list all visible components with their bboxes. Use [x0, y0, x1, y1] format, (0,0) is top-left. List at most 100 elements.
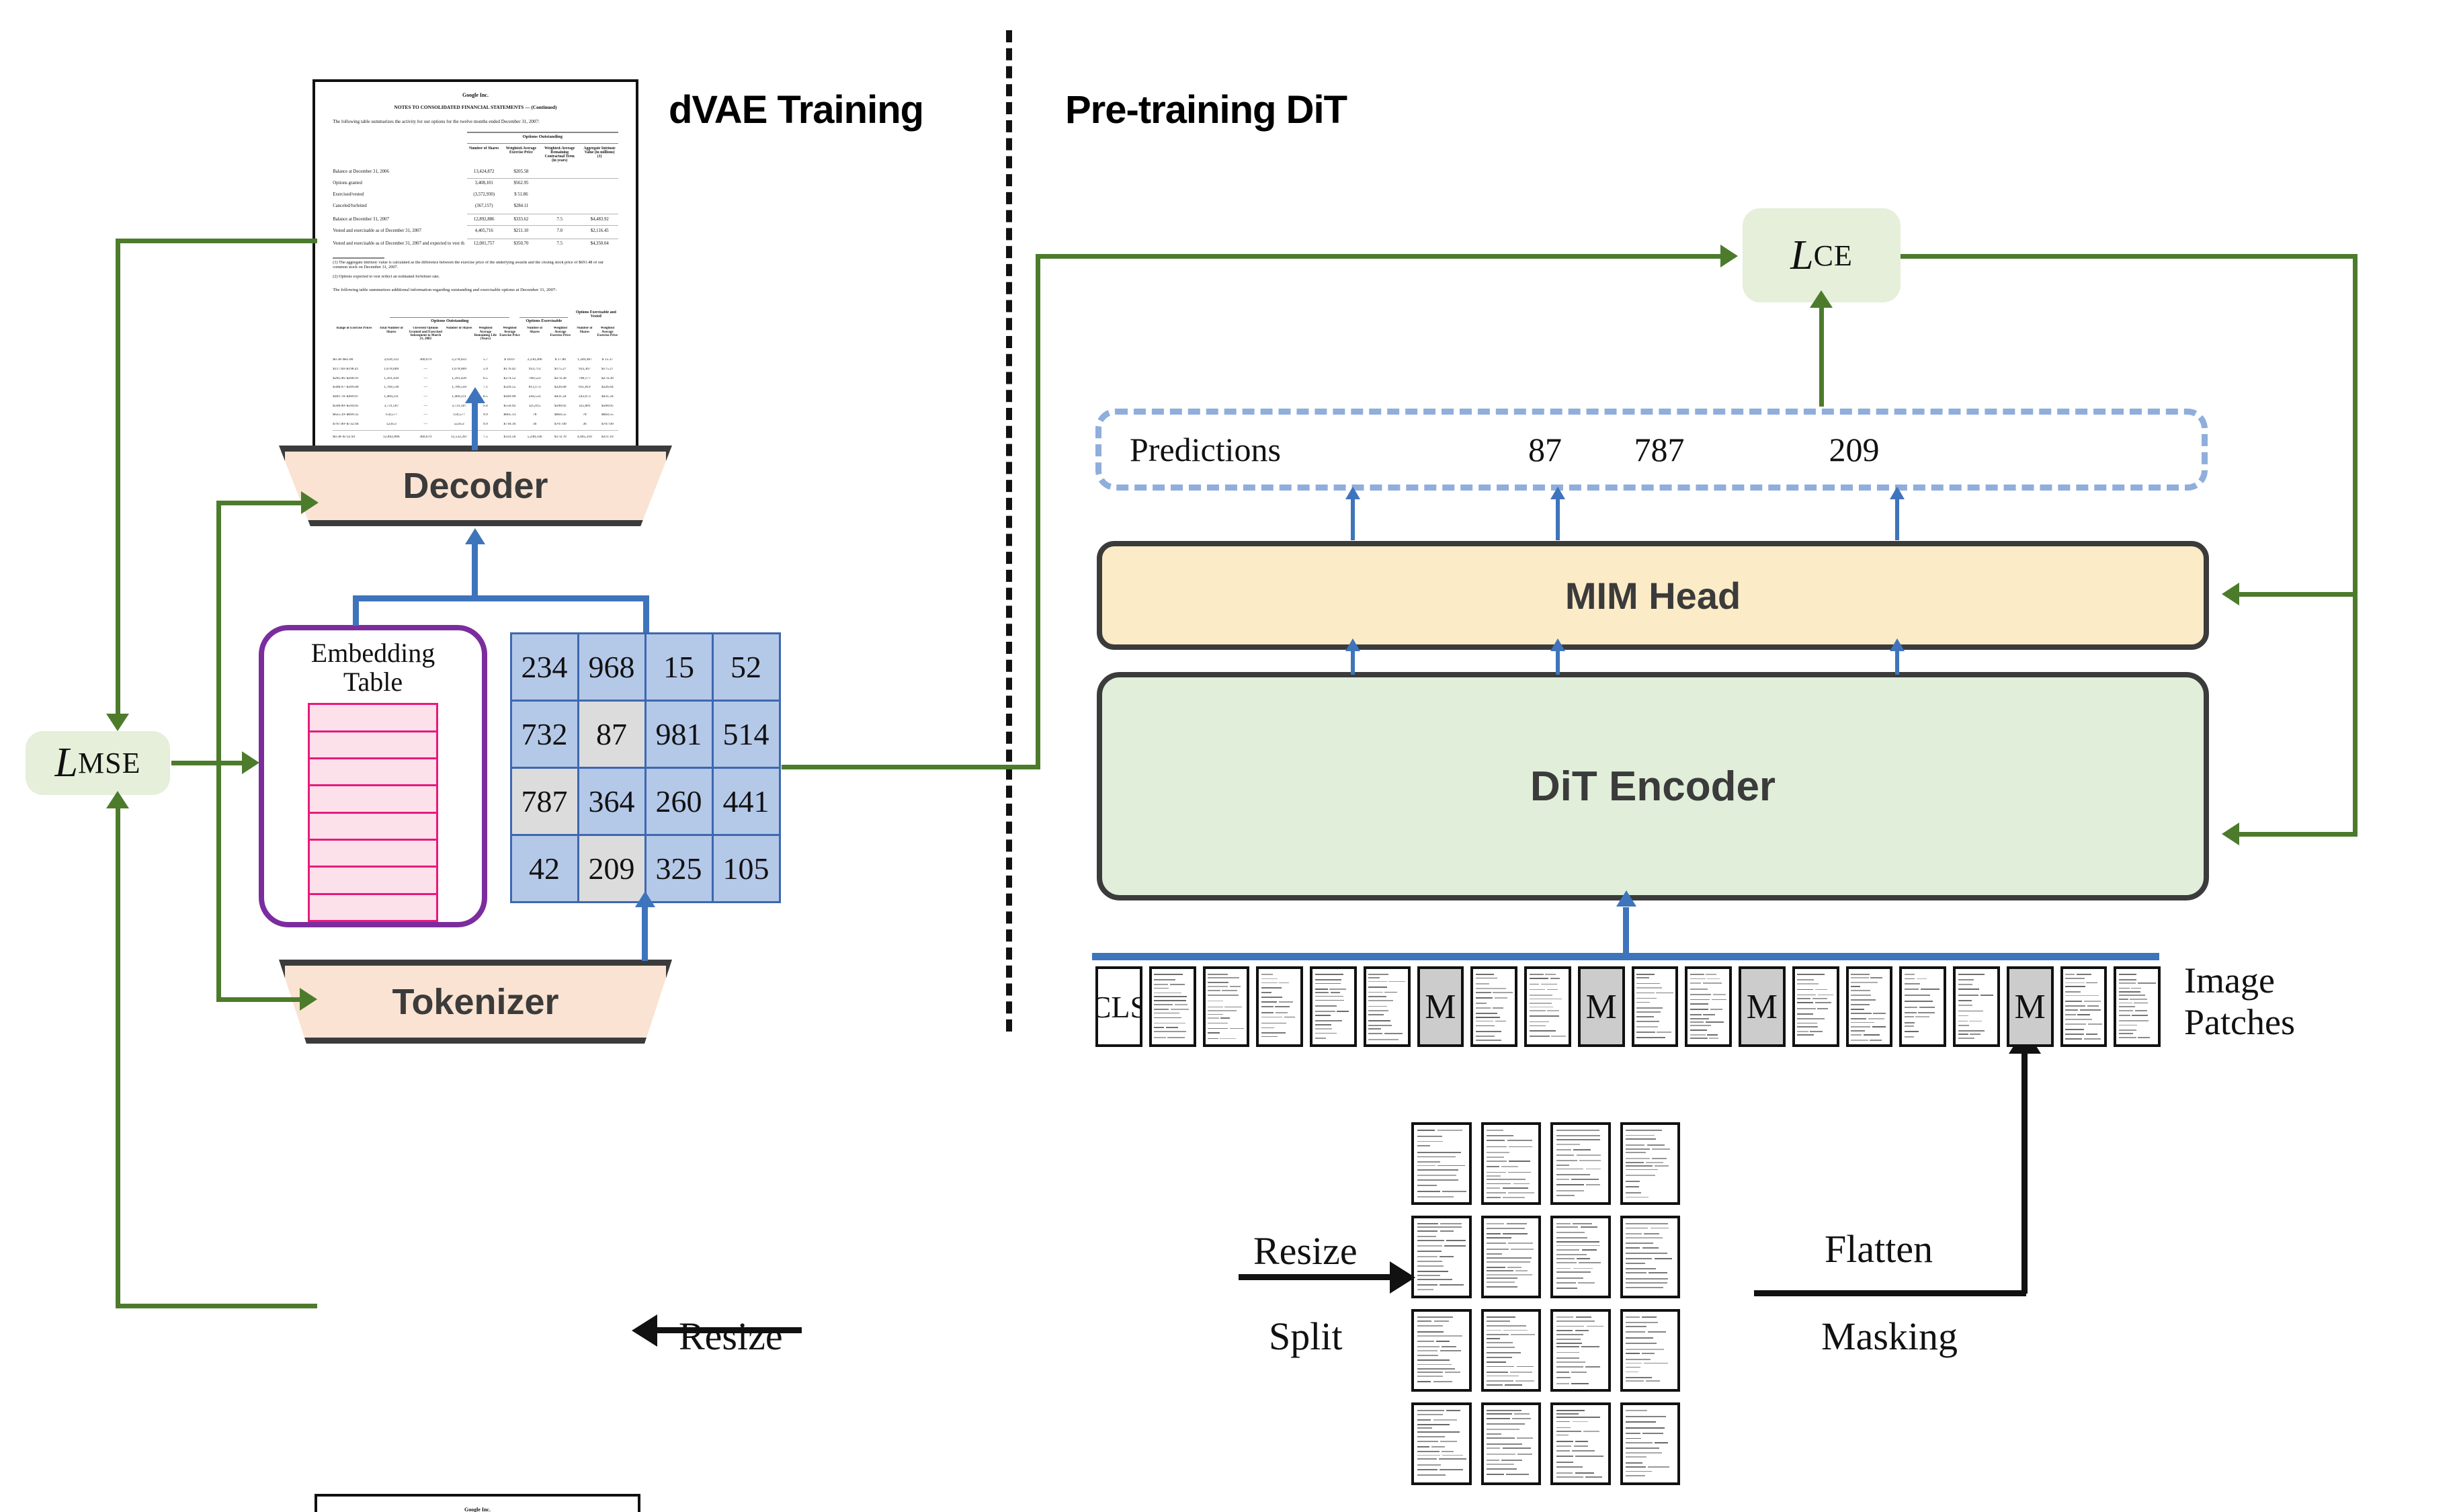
- patch-text-line: [1440, 1468, 1463, 1470]
- document-text: (367,157): [474, 204, 493, 209]
- patch-text-line: [1626, 1331, 1646, 1333]
- patch-text-line: [1575, 1330, 1589, 1332]
- patch-text-line: [1556, 1434, 1569, 1436]
- patch-text-line: [1487, 1366, 1515, 1368]
- patch-text-line: [1712, 994, 1726, 996]
- patch-text-line: [1502, 1197, 1526, 1198]
- patch-text-line: [1368, 980, 1387, 982]
- patch-text-line: [1647, 1331, 1667, 1333]
- patch-text-line: [1626, 1227, 1649, 1229]
- wire-grid-stub: [643, 595, 649, 632]
- patch-text-line: [1417, 1129, 1435, 1131]
- wire-tokens-to-ce-h2: [1036, 254, 1722, 259]
- patch-text-line: [1505, 1384, 1523, 1386]
- patch-text-line: [2065, 1019, 2092, 1020]
- patch-text-line: [1851, 1008, 1865, 1010]
- patch-text-line: [1626, 1148, 1651, 1150]
- patch-text-line: [1507, 1140, 1533, 1142]
- document-text: $329.55: [503, 386, 516, 390]
- prediction-value-0: 87: [1528, 431, 1562, 468]
- wire-patches-to-dit-arrow: [1616, 890, 1636, 907]
- patch-text-line: [1851, 1018, 1867, 1019]
- embedding-rows: [308, 703, 438, 922]
- patch-text-line: [1529, 989, 1546, 991]
- patch-text-line: [1626, 1191, 1641, 1193]
- patch-text-line: [1261, 1036, 1278, 1038]
- patch-doc: [2060, 966, 2108, 1047]
- document-text: $ 15.37: [601, 358, 614, 362]
- document-text: Google Inc.: [464, 1507, 491, 1512]
- patch-text-line: [1417, 1236, 1437, 1237]
- patch-text-line: [2065, 1034, 2085, 1036]
- patch-text-line: [1261, 973, 1274, 975]
- patch-text-line: [1707, 1034, 1718, 1036]
- patch-doc: [1792, 966, 1839, 1047]
- document-text: 811,819: [579, 386, 591, 390]
- patch-text-line: [1487, 1286, 1518, 1288]
- patch-text-line: [2137, 982, 2156, 984]
- patch-text-line: [1487, 1337, 1501, 1339]
- patch-text-line: [1208, 1032, 1220, 1034]
- patch-text-line: [1417, 1140, 1444, 1142]
- patch-text-line: [1626, 1437, 1641, 1439]
- patch-text-line: [1690, 1030, 1707, 1032]
- patch-text-line: [1626, 1447, 1660, 1450]
- patch-text-line: [1626, 1134, 1655, 1136]
- flatten-connector-vertical: [2021, 1052, 2028, 1294]
- patch-text-line: [1487, 1380, 1513, 1382]
- patch-text-line: [1904, 1001, 1933, 1002]
- tokenizer-block: Tokenizer: [279, 960, 672, 1044]
- patch-text-line: [1502, 1447, 1532, 1450]
- patch-text-line: [1315, 1005, 1337, 1007]
- patch-text-line: [1368, 1028, 1381, 1030]
- document-text: 1,349,487: [577, 358, 592, 362]
- patch-text-line: [2065, 1023, 2087, 1025]
- patch-text-line: [1626, 1165, 1653, 1167]
- patch-doc: [1149, 966, 1196, 1047]
- patch-text-line: [1487, 1428, 1519, 1430]
- document-text: Options Exercisable: [526, 319, 562, 324]
- patch-text-line: [1315, 999, 1345, 1001]
- patch-text-line: [1585, 1168, 1601, 1170]
- patch-text-line: [2118, 987, 2130, 989]
- patch-text-line: [1444, 1245, 1466, 1247]
- patch-text-line: [1556, 1144, 1581, 1145]
- patch-text-line: [1417, 1222, 1438, 1224]
- patch-text-line: [1626, 1268, 1657, 1270]
- patch-text-line: [1516, 1366, 1534, 1368]
- document-text: 2,639,312: [384, 358, 399, 362]
- wire-tokens-to-ce-v: [1036, 254, 1040, 767]
- patch-text-line: [1368, 1009, 1388, 1011]
- patch-text-line: [2079, 1009, 2101, 1011]
- patch-text-line: [1511, 1333, 1536, 1335]
- patch-text-line: [1487, 1361, 1506, 1363]
- patch-text-line: [1315, 1024, 1331, 1025]
- patch-text-line: [1702, 982, 1722, 984]
- document-text: 1,391,439: [452, 376, 467, 380]
- patch-text-line: [1636, 1015, 1654, 1017]
- patch-text-line: [1652, 1148, 1671, 1150]
- patch-text-line: [1154, 1012, 1180, 1014]
- patch-text-line: [1417, 1423, 1450, 1425]
- patch-text-line: [1636, 1007, 1663, 1009]
- document-text: —: [423, 386, 427, 390]
- patch-text-line: [1208, 977, 1239, 978]
- document-text: 12,001,757: [473, 241, 495, 247]
- patch-text-line: [1545, 973, 1556, 975]
- patch-text-line: [1315, 1028, 1332, 1030]
- patch-text-line: [1970, 1034, 1981, 1036]
- patch-text-line: [1546, 989, 1558, 991]
- patch-text-line: [1529, 1003, 1552, 1005]
- patch-text-line: [1636, 977, 1650, 979]
- patch-text-line: [1487, 1197, 1501, 1198]
- patch-text-line: [1797, 1022, 1817, 1024]
- patch-text-line: [1261, 1006, 1274, 1007]
- section-divider: [1006, 30, 1012, 1032]
- patch-text-line: [2077, 1014, 2090, 1016]
- patch-text-line: [1487, 1357, 1512, 1358]
- prediction-value-2: 209: [1829, 431, 1880, 468]
- patch-text-line: [1417, 1435, 1445, 1437]
- patch-text-line: [1417, 1346, 1440, 1348]
- patch-text-line: [1417, 1331, 1444, 1333]
- patch-text-line: [1229, 985, 1241, 987]
